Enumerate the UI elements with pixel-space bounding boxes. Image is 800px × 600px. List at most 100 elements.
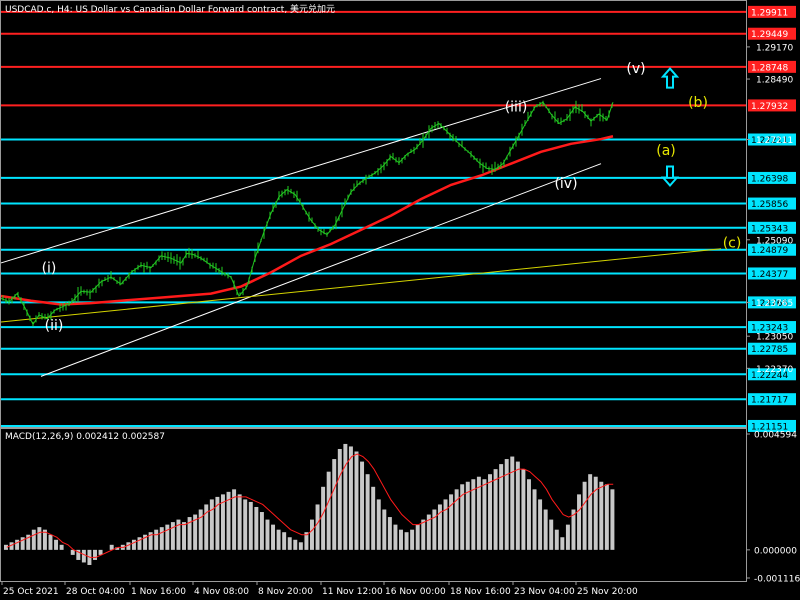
macd-panel-frame <box>0 428 747 582</box>
macd-bar <box>348 446 353 550</box>
macd-bar <box>449 494 454 550</box>
price-label-6: 1.22370 <box>756 365 793 375</box>
macd-bar <box>382 509 387 550</box>
level-tag-label-10: 1.23765 <box>751 299 788 309</box>
price-label-2: 1.27211 <box>756 136 793 146</box>
level-tag-label-3: 1.27932 <box>751 102 788 112</box>
macd-bar <box>20 537 25 550</box>
level-tag-label-4: 1.27211 <box>751 136 788 146</box>
macd-bar <box>9 542 14 550</box>
macd-bar <box>232 489 237 550</box>
macd-bar <box>410 529 415 550</box>
macd-bar <box>81 549 86 563</box>
macd-bar <box>315 504 320 550</box>
macd-title: MACD(12,26,9) 0.002412 0.002587 <box>5 432 165 442</box>
level-tag-2 <box>748 60 796 73</box>
macd-bar <box>432 509 437 550</box>
macd-bar <box>426 514 431 550</box>
macd-bar <box>610 489 615 550</box>
macd-bar <box>254 506 259 550</box>
level-tag-label-11: 1.23243 <box>751 324 788 334</box>
macd-label-2: -0.001116 <box>754 575 800 585</box>
macd-bar <box>543 509 548 550</box>
macd-bar <box>365 474 370 550</box>
level-tag-label-1: 1.29449 <box>751 30 788 40</box>
level-tag-label-15: 1.21151 <box>751 422 788 432</box>
macd-bar <box>538 499 543 550</box>
price-panel-frame <box>0 0 747 428</box>
wave-label-1: (ii) <box>45 318 64 334</box>
macd-bar <box>237 494 242 550</box>
wave-label-6: (b) <box>688 95 708 111</box>
macd-bar <box>560 537 565 550</box>
macd-bar <box>326 471 331 550</box>
level-tag-label-5: 1.26398 <box>751 174 788 184</box>
price-layer <box>0 100 614 327</box>
macd-bar <box>404 532 409 550</box>
macd-bar <box>510 456 515 550</box>
trendline-2 <box>0 248 722 323</box>
macd-bar <box>148 532 153 550</box>
price-axis: 1.29911 1.29449 1.28748 1.27932 1.27211 1.263… <box>746 5 796 432</box>
macd-bar <box>165 524 170 550</box>
levels-layer <box>1 10 746 427</box>
macd-bar <box>476 476 481 550</box>
wave-label-4: (v) <box>626 61 645 77</box>
macd-bar <box>143 534 148 550</box>
macd-bar <box>399 529 403 550</box>
level-tag-11 <box>748 321 796 334</box>
macd-bar <box>4 544 8 550</box>
level-tag-label-7: 1.25343 <box>751 224 788 234</box>
macd-bar <box>499 464 504 550</box>
macd-bar <box>76 549 81 560</box>
time-label-9: 25 Nov 20:00 <box>577 587 638 597</box>
price-label-5: 1.23050 <box>756 333 793 343</box>
arrows-layer <box>660 67 680 187</box>
level-tag-13 <box>748 368 796 381</box>
macd-bar <box>131 539 136 550</box>
macd-layer: 0.004594 0.000000 -0.001116 <box>4 431 800 585</box>
macd-bar <box>515 461 520 550</box>
macd-bar <box>265 519 270 550</box>
macd-bar <box>209 499 214 550</box>
level-tag-label-0: 1.29911 <box>751 8 788 18</box>
time-label-0: 25 Oct 2021 <box>3 587 59 597</box>
macd-bar <box>42 529 47 550</box>
macd-bar <box>387 517 392 550</box>
macd-bar <box>321 486 326 550</box>
macd-bar <box>187 517 192 550</box>
macd-bar <box>215 496 220 550</box>
macd-bar <box>259 512 264 550</box>
moving-average-layer <box>0 135 614 306</box>
time-label-7: 18 Nov 16:00 <box>450 587 511 597</box>
level-tag-4 <box>748 133 796 146</box>
macd-bar <box>443 499 448 550</box>
macd-bar <box>310 519 314 550</box>
time-label-1: 28 Oct 04:00 <box>66 587 125 597</box>
macd-bar <box>159 527 164 550</box>
macd-bar <box>532 489 537 550</box>
macd-bar <box>15 539 20 550</box>
macd-bar <box>198 509 203 550</box>
level-tag-9 <box>748 267 796 280</box>
macd-bar <box>604 484 609 550</box>
macd-bar <box>248 501 253 550</box>
macd-bar <box>393 524 398 550</box>
level-tag-14 <box>748 393 796 406</box>
level-tag-label-13: 1.22244 <box>751 371 788 381</box>
macd-bar <box>271 524 276 550</box>
macd-bar <box>226 491 231 550</box>
level-tag-10 <box>748 296 796 309</box>
macd-bar <box>493 469 498 550</box>
macd-bar <box>137 537 142 550</box>
macd-signal-line <box>6 453 614 558</box>
macd-bar <box>48 534 53 550</box>
macd-bar <box>437 504 442 550</box>
macd-bar <box>176 519 181 550</box>
macd-bar <box>98 549 103 555</box>
level-tag-1 <box>748 27 796 40</box>
macd-bar <box>577 494 582 550</box>
level-tag-label-14: 1.21717 <box>751 396 788 406</box>
macd-bar <box>504 459 509 550</box>
